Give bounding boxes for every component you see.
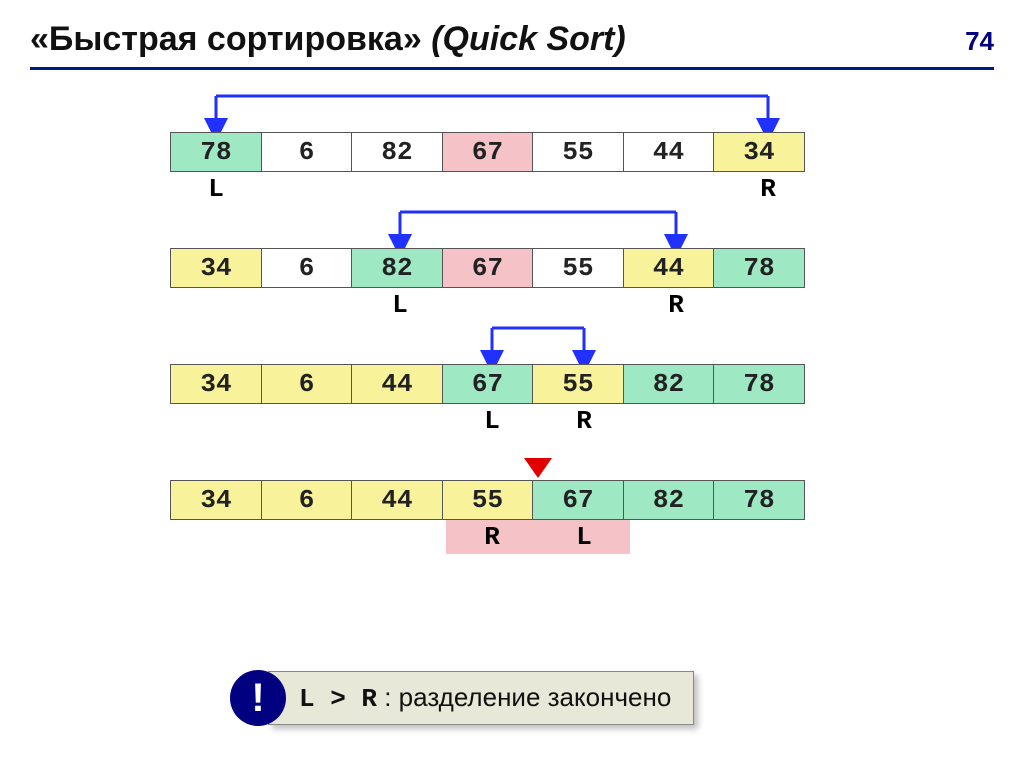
array-cell: 44 — [351, 364, 443, 404]
array-cells: 3468267554478 — [170, 248, 994, 288]
array-cell: 78 — [170, 132, 262, 172]
pointer-labels: LR — [170, 172, 994, 206]
array-cell: 34 — [170, 364, 262, 404]
exclamation-badge: ! — [230, 670, 286, 726]
title-text: «Быстрая сортировка» — [30, 20, 431, 58]
arrow-space — [170, 438, 994, 480]
array-cell: 44 — [623, 132, 715, 172]
pointer-labels: LR — [170, 520, 994, 554]
array-cell: 6 — [261, 132, 353, 172]
array-row: 7868267554434LR — [170, 90, 994, 206]
array-cell: 34 — [713, 132, 805, 172]
array-cell: 82 — [351, 132, 443, 172]
callout-text: : разделение закончено — [377, 682, 671, 712]
callout-condition: L > R — [299, 684, 377, 714]
array-cell: 55 — [532, 364, 624, 404]
array-cell: 55 — [532, 248, 624, 288]
array-cell: 67 — [532, 480, 624, 520]
pointer-R: R — [538, 406, 630, 436]
swap-arrow — [170, 90, 814, 132]
callout: ! L > R : разделение закончено — [230, 670, 694, 726]
pointer-L: L — [446, 406, 538, 436]
array-row: 3468267554478LR — [170, 206, 994, 322]
diagram-area: 7868267554434LR3468267554478LR3464467558… — [170, 90, 994, 554]
array-cell: 78 — [713, 364, 805, 404]
title-italic: (Quick Sort) — [431, 20, 626, 58]
swap-arrow — [170, 322, 814, 364]
array-cell: 67 — [442, 132, 534, 172]
array-cell: 82 — [351, 248, 443, 288]
pointer-R: R — [446, 522, 538, 552]
array-cell: 67 — [442, 248, 534, 288]
pointer-labels: LR — [170, 404, 994, 438]
callout-box: L > R : разделение закончено — [268, 671, 694, 725]
array-cell: 6 — [261, 480, 353, 520]
pointer-labels: LR — [170, 288, 994, 322]
slide-header: «Быстрая сортировка» (Quick Sort) 74 — [30, 20, 994, 70]
array-cell: 44 — [623, 248, 715, 288]
array-cells: 3464455678278 — [170, 480, 994, 520]
swap-arrow — [170, 206, 814, 248]
array-row: 3464455678278LR — [170, 438, 994, 554]
array-cell: 67 — [442, 364, 534, 404]
pointer-L: L — [170, 174, 262, 204]
array-row: 3464467558278LR — [170, 322, 994, 438]
array-cell: 6 — [261, 364, 353, 404]
red-triangle-icon — [524, 458, 552, 478]
array-cell: 82 — [623, 364, 715, 404]
array-cell: 82 — [623, 480, 715, 520]
arrow-space — [170, 90, 994, 132]
pointer-L: L — [354, 290, 446, 320]
array-cell: 55 — [532, 132, 624, 172]
pointer-L: L — [538, 522, 630, 552]
array-cell: 55 — [442, 480, 534, 520]
array-cell: 6 — [261, 248, 353, 288]
array-cells: 3464467558278 — [170, 364, 994, 404]
page-number: 74 — [965, 26, 994, 57]
array-cell: 34 — [170, 480, 262, 520]
array-cell: 44 — [351, 480, 443, 520]
slide-title: «Быстрая сортировка» (Quick Sort) — [30, 20, 626, 59]
array-cells: 7868267554434 — [170, 132, 994, 172]
array-cell: 78 — [713, 480, 805, 520]
array-cell: 34 — [170, 248, 262, 288]
array-cell: 78 — [713, 248, 805, 288]
pointer-R: R — [630, 290, 722, 320]
arrow-space — [170, 206, 994, 248]
pointer-R: R — [722, 174, 814, 204]
arrow-space — [170, 322, 994, 364]
